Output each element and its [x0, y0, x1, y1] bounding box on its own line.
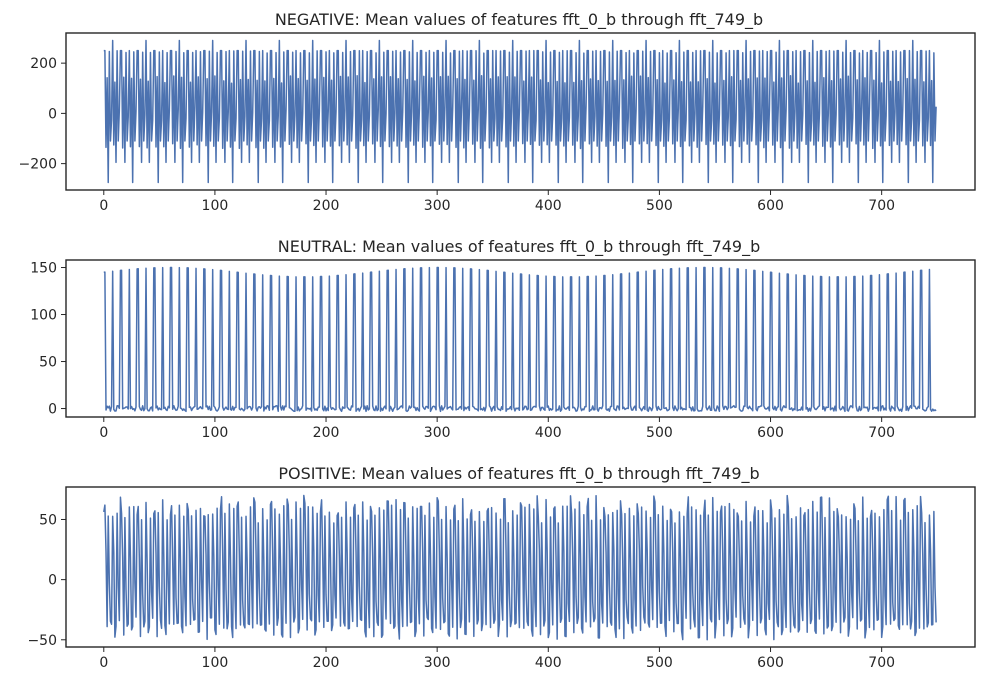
y-tick-label: 50 — [39, 512, 57, 528]
y-tick-label: 0 — [48, 106, 57, 122]
x-tick-label: 300 — [424, 655, 451, 671]
x-tick-label: 500 — [646, 655, 673, 671]
y-tick-label: −200 — [19, 157, 57, 173]
x-tick-label: 200 — [313, 655, 340, 671]
x-tick-label: 500 — [646, 198, 673, 214]
x-tick-label: 400 — [535, 425, 562, 441]
y-tick-label: 200 — [30, 56, 57, 72]
x-tick-label: 600 — [757, 425, 784, 441]
y-tick-label: 50 — [39, 355, 57, 371]
y-tick-label: 0 — [48, 402, 57, 418]
series-line — [103, 494, 937, 641]
neutral-panel: NEUTRAL: Mean values of features fft_0_b… — [30, 237, 976, 441]
y-tick-label: 0 — [48, 573, 57, 589]
y-tick-label: −50 — [27, 633, 57, 649]
x-tick-label: 700 — [868, 655, 895, 671]
chart-title: NEUTRAL: Mean values of features fft_0_b… — [278, 237, 761, 257]
x-tick-label: 400 — [535, 655, 562, 671]
y-tick-label: 150 — [30, 261, 57, 277]
axes-frame — [65, 486, 976, 648]
series-line — [103, 266, 937, 413]
positive-panel: POSITIVE: Mean values of features fft_0_… — [27, 464, 976, 671]
x-tick-label: 100 — [202, 425, 229, 441]
x-tick-label: 100 — [202, 655, 229, 671]
x-tick-label: 0 — [99, 655, 108, 671]
x-tick-label: 700 — [868, 198, 895, 214]
x-tick-label: 300 — [424, 425, 451, 441]
axes-frame — [65, 259, 976, 418]
x-tick-label: 100 — [202, 198, 229, 214]
chart-title: POSITIVE: Mean values of features fft_0_… — [278, 464, 759, 484]
x-tick-label: 200 — [313, 425, 340, 441]
x-tick-label: 300 — [424, 198, 451, 214]
axes-frame — [65, 32, 976, 191]
x-tick-label: 200 — [313, 198, 340, 214]
x-tick-label: 500 — [646, 425, 673, 441]
x-tick-label: 0 — [99, 198, 108, 214]
x-tick-label: 700 — [868, 425, 895, 441]
x-tick-label: 0 — [99, 425, 108, 441]
chart-title: NEGATIVE: Mean values of features fft_0_… — [275, 10, 763, 30]
series-line — [103, 39, 937, 184]
negative-panel: NEGATIVE: Mean values of features fft_0_… — [19, 10, 976, 214]
y-tick-label: 100 — [30, 308, 57, 324]
x-tick-label: 600 — [757, 655, 784, 671]
x-tick-label: 600 — [757, 198, 784, 214]
x-tick-label: 400 — [535, 198, 562, 214]
